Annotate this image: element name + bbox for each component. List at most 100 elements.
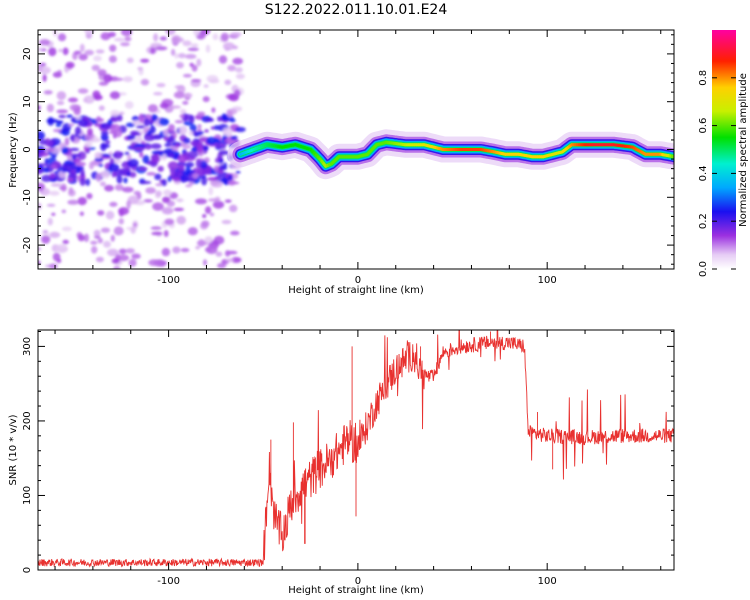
noise-blob — [169, 105, 182, 109]
noise-blob — [114, 184, 124, 191]
noise-blob — [206, 136, 217, 145]
noise-blob — [100, 181, 106, 187]
noise-blob — [192, 173, 199, 179]
noise-blob — [98, 81, 109, 86]
noise-blob — [109, 201, 118, 207]
noise-blob — [208, 186, 214, 196]
noise-blob — [161, 179, 167, 187]
noise-blob — [143, 118, 151, 127]
noise-blob — [151, 154, 161, 163]
noise-blob — [168, 124, 175, 132]
noise-blob — [93, 55, 102, 62]
noise-blob — [97, 69, 107, 77]
noise-blob — [156, 83, 166, 88]
noise-blob — [42, 74, 47, 82]
noise-blob — [66, 114, 73, 118]
noise-blob — [53, 128, 62, 133]
noise-blob — [232, 57, 243, 65]
noise-blob — [49, 173, 56, 180]
noise-blob — [213, 125, 220, 131]
noise-blob — [100, 227, 111, 233]
noise-blob — [182, 101, 189, 105]
noise-blob — [232, 45, 238, 50]
noise-blob — [46, 103, 55, 113]
noise-blob — [118, 248, 127, 255]
noise-blob — [124, 101, 134, 109]
noise-blob — [84, 141, 93, 148]
snr-frame — [37, 329, 675, 571]
noise-blob — [215, 251, 223, 257]
noise-blob — [143, 134, 156, 142]
noise-blob — [202, 96, 210, 103]
noise-blob — [94, 158, 104, 162]
noise-blob — [124, 151, 130, 156]
noise-blob — [104, 184, 114, 192]
noise-blob — [79, 43, 85, 53]
noise-blob — [133, 222, 138, 227]
noise-blob — [189, 62, 194, 67]
noise-blob — [108, 163, 120, 172]
noise-blob — [222, 162, 228, 171]
noise-blob — [171, 35, 182, 44]
noise-blob — [201, 176, 208, 186]
noise-blob — [174, 143, 180, 148]
noise-blob — [126, 200, 131, 209]
noise-blob — [38, 105, 41, 111]
noise-blob — [118, 218, 125, 225]
noise-blob — [64, 137, 70, 146]
noise-blob — [164, 143, 172, 147]
noise-blob — [229, 204, 238, 213]
noise-blob — [217, 262, 227, 269]
noise-blob — [196, 175, 207, 179]
noise-blob — [131, 115, 140, 122]
noise-blob — [133, 190, 141, 196]
noise-blob — [197, 167, 204, 177]
snr-ylabel: SNR (10 * v/v) — [8, 414, 19, 485]
noise-blob — [168, 135, 175, 140]
noise-blob — [209, 212, 215, 217]
noise-blob — [174, 53, 179, 59]
noise-blob — [40, 62, 47, 67]
noise-blob — [133, 146, 146, 151]
spectrogram-ylabel: Frequency (Hz) — [8, 112, 19, 188]
noise-blob — [112, 77, 124, 82]
noise-blob — [74, 126, 82, 135]
noise-blob — [65, 61, 75, 69]
noise-blob — [108, 55, 117, 63]
noise-blob — [48, 139, 53, 148]
noise-blob — [94, 152, 102, 159]
noise-blob — [97, 237, 103, 244]
noise-blob — [90, 240, 98, 245]
y-tick-label: 300 — [22, 337, 33, 356]
noise-blob — [177, 85, 186, 94]
noise-blob — [48, 47, 57, 57]
noise-blob — [61, 147, 69, 154]
noise-blob — [224, 79, 232, 86]
noise-blob — [197, 239, 205, 247]
noise-blob — [77, 234, 85, 242]
noise-blob — [196, 143, 204, 153]
noise-blob — [226, 110, 233, 118]
noise-blob — [212, 200, 225, 209]
noise-blob — [155, 183, 164, 187]
noise-blob — [47, 217, 53, 226]
noise-blob — [211, 107, 216, 113]
noise-blob — [161, 207, 174, 215]
noise-blob — [178, 164, 185, 172]
noise-blob — [105, 140, 111, 145]
noise-blob — [98, 105, 105, 111]
noise-blob — [62, 239, 69, 245]
noise-blob — [173, 207, 185, 212]
noise-blob — [58, 48, 63, 53]
noise-blob — [230, 257, 242, 263]
noise-blob — [92, 90, 101, 99]
noise-blob — [151, 114, 158, 122]
noise-blob — [89, 161, 94, 170]
noise-blob — [159, 102, 169, 109]
noise-blob — [214, 142, 227, 149]
noise-blob — [38, 47, 43, 52]
noise-blob — [195, 159, 202, 169]
noise-blob — [145, 146, 152, 150]
noise-blob — [196, 58, 202, 67]
